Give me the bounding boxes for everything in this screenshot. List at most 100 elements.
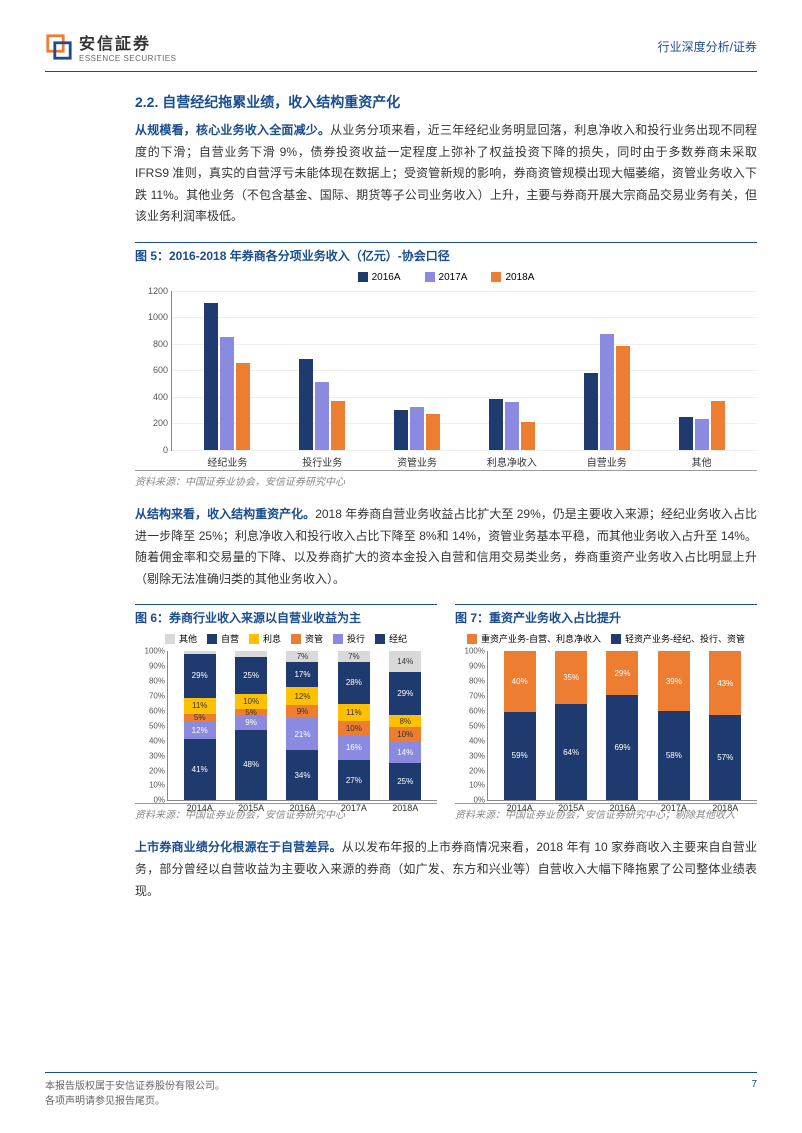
segment-label: 69%	[614, 743, 630, 752]
chart6-plot: 29%11%5%12%41%2014A25%10%5%9%48%2015A7%1…	[167, 651, 437, 801]
segment-label: 57%	[717, 753, 733, 762]
segment-label: 39%	[666, 677, 682, 686]
segment-label: 29%	[614, 669, 630, 678]
bar-segment: 25%	[389, 763, 421, 800]
bar-segment: 21%	[286, 718, 318, 749]
bar-group: 其他	[679, 401, 725, 450]
para1-body: 从业务分项来看，近三年经纪业务明显回落，利息净收入和投行业务出现不同程度的下滑；…	[135, 123, 757, 223]
bar	[505, 402, 519, 450]
page-number: 7	[751, 1079, 757, 1090]
y-tick-label: 90%	[149, 662, 168, 671]
chart5-title: 图 5：2016-2018 年券商各分项业务收入（亿元）-协会口径	[135, 242, 757, 264]
legend-swatch	[207, 634, 217, 644]
logo: 安信証券 ESSENCE SECURITIES	[45, 30, 176, 63]
bar-segment: 35%	[555, 651, 587, 704]
stacked-bar: 40%59%2014A	[504, 651, 536, 800]
chart5-legend: 2016A2017A2018A	[135, 268, 757, 291]
chart7-title: 图 7：重资产业务收入占比提升	[455, 604, 757, 626]
y-tick-label: 200	[153, 418, 172, 428]
chart5-plot: 经纪业务投行业务资管业务利息净收入自营业务其他 0200400600800100…	[171, 291, 757, 451]
legend-label: 2017A	[439, 272, 468, 283]
legend-swatch	[165, 634, 175, 644]
bar-group: 利息净收入	[489, 399, 535, 450]
x-tick-label: 其他	[642, 450, 762, 469]
segment-label: 12%	[192, 726, 208, 735]
segment-label: 12%	[294, 692, 310, 701]
bar-segment: 48%	[235, 730, 267, 801]
bar	[331, 401, 345, 450]
bar	[410, 407, 424, 450]
legend-item: 2017A	[425, 272, 468, 283]
legend-item: 重资产业务-自营、利息净收入	[467, 632, 601, 645]
chart6-wrap: 其他自营利息资管投行经纪 29%11%5%12%41%2014A25%10%5%…	[135, 630, 437, 804]
legend-item: 经纪	[375, 632, 407, 645]
y-tick-label: 100%	[145, 647, 168, 656]
bar-segment: 40%	[504, 651, 536, 711]
bar	[220, 337, 234, 450]
legend-item: 其他	[165, 632, 197, 645]
para3-lead: 上市券商业绩分化根源在于自营差异。	[135, 840, 342, 854]
logo-text-cn: 安信証券	[79, 30, 176, 54]
y-tick-label: 400	[153, 392, 172, 402]
y-tick-label: 80%	[149, 677, 168, 686]
stacked-bar: 39%58%2017A	[658, 651, 690, 800]
page-footer: 本报告版权属于安信证券股份有限公司。 各项声明请参见报告尾页。 7	[45, 1072, 757, 1109]
bar-segment: 7%	[286, 651, 318, 661]
bar-segment: 29%	[389, 672, 421, 715]
stacked-bar: 35%64%2015A	[555, 651, 587, 800]
legend-label: 资管	[305, 632, 323, 645]
x-tick-label: 2014A	[187, 800, 213, 813]
logo-icon	[45, 33, 73, 61]
y-tick-label: 50%	[149, 721, 168, 730]
chart6-legend: 其他自营利息资管投行经纪	[135, 630, 437, 651]
bar	[616, 346, 630, 450]
segment-label: 35%	[563, 673, 579, 682]
bar	[236, 363, 250, 450]
legend-label: 投行	[347, 632, 365, 645]
stacked-bar: 29%11%5%12%41%2014A	[184, 651, 216, 800]
y-tick-label: 20%	[469, 766, 488, 775]
bar-segment: 29%	[184, 654, 216, 697]
stacked-bar: 29%69%2016A	[606, 651, 638, 800]
bar-segment: 7%	[338, 651, 370, 662]
segment-label: 43%	[717, 679, 733, 688]
y-tick-label: 0%	[153, 796, 168, 805]
segment-label: 10%	[397, 730, 413, 739]
segment-label: 9%	[297, 707, 309, 716]
x-tick-label: 2015A	[558, 800, 584, 813]
footer-copyright: 本报告版权属于安信证券股份有限公司。	[45, 1079, 225, 1094]
bar	[204, 303, 218, 450]
legend-swatch	[358, 272, 368, 282]
bar-segment: 8%	[389, 715, 421, 727]
chart6-title: 图 6：券商行业收入来源以自营业收益为主	[135, 604, 437, 626]
bar-segment: 11%	[338, 704, 370, 721]
bar-segment: 57%	[709, 715, 741, 800]
legend-item: 自营	[207, 632, 239, 645]
legend-label: 经纪	[389, 632, 407, 645]
segment-label: 21%	[294, 730, 310, 739]
segment-label: 25%	[397, 777, 413, 786]
x-tick-label: 2016A	[609, 800, 635, 813]
bar	[489, 399, 503, 450]
bar	[426, 414, 440, 450]
segment-label: 10%	[243, 697, 259, 706]
y-tick-label: 600	[153, 365, 172, 375]
bar	[521, 422, 535, 450]
bar	[584, 373, 598, 450]
segment-label: 10%	[346, 724, 362, 733]
segment-label: 11%	[192, 701, 207, 710]
segment-label: 17%	[294, 670, 310, 679]
y-tick-label: 40%	[469, 736, 488, 745]
chart5: 2016A2017A2018A 经纪业务投行业务资管业务利息净收入自营业务其他 …	[135, 268, 757, 468]
segment-label: 11%	[346, 708, 361, 717]
legend-item: 2018A	[491, 272, 534, 283]
y-tick-label: 40%	[149, 736, 168, 745]
segment-label: 29%	[397, 689, 413, 698]
bar	[600, 334, 614, 450]
segment-label: 28%	[346, 678, 362, 687]
segment-label: 14%	[397, 748, 413, 757]
bar	[315, 382, 329, 450]
x-tick-label: 2018A	[392, 800, 418, 813]
y-tick-label: 20%	[149, 766, 168, 775]
y-tick-label: 70%	[469, 692, 488, 701]
